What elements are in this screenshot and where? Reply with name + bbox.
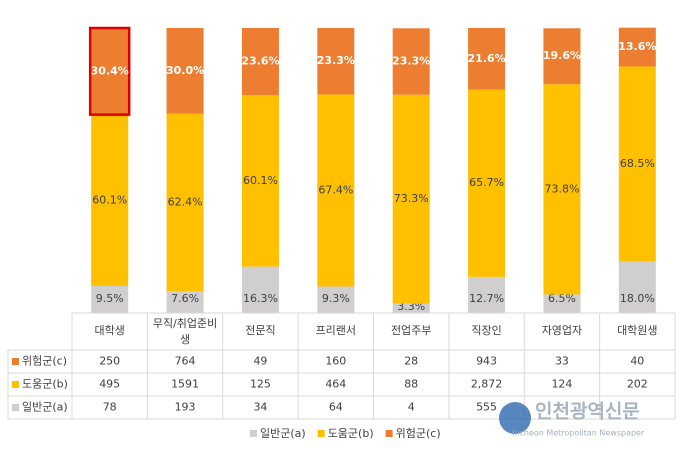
row-label: 일반군(a) [22,400,68,414]
value-label: 60.1% [92,193,127,206]
table-cell: 160 [325,355,346,368]
row-label: 도움군(b) [22,378,68,391]
bar-segment [91,28,129,115]
x-tick-label: 전업주부 [391,324,431,337]
table-cell: 125 [250,378,271,391]
x-tick-label: 전문직 [245,324,275,337]
table-cell: 202 [627,378,648,391]
legend-key [250,430,257,437]
table-cell: 34 [253,401,267,414]
watermark: 인천광역신문 [535,401,640,423]
bar-segment [543,84,581,295]
table-cell: 49 [253,355,267,368]
x-tick-label: 자영업자 [542,324,582,337]
value-label: 12.7% [469,292,504,305]
bar-segment [317,28,355,95]
row-label: 위험군(c) [22,355,67,368]
value-label: 16.3% [243,292,278,305]
legend-key [317,430,325,437]
bar-segment [241,266,279,313]
value-label: 23.6% [241,55,279,68]
watermark: Incheon Metropolitan Newspaper [512,429,645,438]
value-label: 7.6% [171,292,199,305]
value-label: 23.3% [317,54,355,67]
table-cell: 250 [99,355,120,368]
value-label: 73.3% [394,192,429,205]
table-cell: 33 [555,355,569,368]
highlight-box [88,26,131,116]
value-label: 9.3% [322,292,350,305]
table-cell: 943 [476,355,497,368]
bar-segment [468,276,506,313]
value-label: 62.4% [168,195,203,208]
legend-label: 일반군(a) [260,426,306,440]
legend-label: 위험군(c) [396,427,441,440]
x-tick-label: 무직/취업준비 생 [153,317,217,346]
bar-segment [166,291,204,313]
value-label: 9.5% [96,292,124,305]
x-tick-label: 대학생 [95,324,125,337]
value-label: 60.1% [243,174,278,187]
bar-segment [241,28,279,96]
bar-segment [392,28,430,95]
x-tick-label: 직장인 [471,324,501,337]
value-label: 18.0% [620,292,655,305]
bar-segment [392,303,430,313]
value-label: 6.5% [548,292,576,305]
value-label: 23.3% [392,54,430,67]
table-cell: 193 [175,401,196,414]
bar-segment [91,285,129,313]
bar-segment [618,261,656,313]
bar-segment [468,89,506,277]
table-cell: 4 [408,401,415,414]
bar-segment [91,114,129,286]
value-label: 30.0% [166,64,204,77]
value-label: 73.8% [544,182,579,195]
bar-segment [317,94,355,287]
table-cell: 1591 [171,378,199,391]
value-label: 65.7% [469,176,504,189]
value-label: 67.4% [318,183,353,196]
watermark-logo [499,402,531,434]
value-label: 13.6% [618,40,656,53]
legend-key [12,358,19,365]
value-label: 68.5% [620,157,655,170]
x-tick-label: 대학원생 [617,324,657,337]
table-cell: 464 [325,378,346,391]
bar-segment [543,28,581,85]
legend-label: 도움군(b) [328,427,374,440]
legend-key [385,430,393,437]
bar-segment [618,27,656,67]
table-cell: 78 [103,401,117,414]
table-cell: 40 [630,355,644,368]
bar-segment [317,286,355,313]
table-cell: 2,872 [471,378,503,391]
value-label: 19.6% [543,49,581,62]
bar-segment [468,28,506,90]
table-cell: 555 [476,401,497,414]
bar-segment [618,66,656,262]
bar-segment [166,113,204,292]
table-cell: 495 [99,378,120,391]
bar-segment [543,294,581,313]
x-tick-label: 프리랜서 [316,324,356,337]
bar-segment [166,28,204,114]
legend-key [12,381,19,388]
bar-segment [392,94,430,304]
bar-segment [241,95,279,267]
table-cell: 88 [404,378,418,391]
legend-key [12,404,19,411]
value-label: 21.6% [467,52,505,65]
table-cell: 28 [404,355,418,368]
table-cell: 764 [175,355,196,368]
table-cell: 64 [329,401,343,414]
value-label: 30.4% [91,64,129,77]
table-cell: 124 [551,378,572,391]
